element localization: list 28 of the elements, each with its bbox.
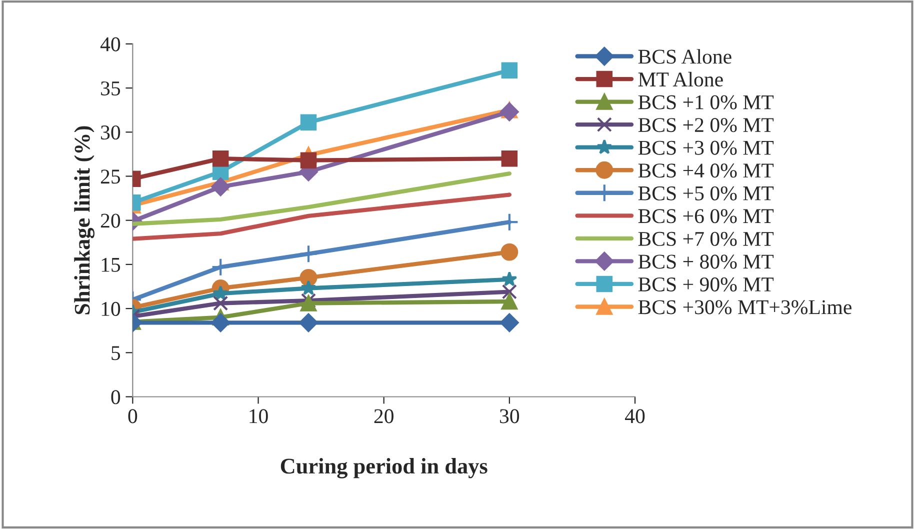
- legend-label: BCS + 80% MT: [638, 254, 774, 269]
- x-tick-label: 20: [374, 409, 394, 424]
- y-tick-label: 30: [101, 125, 120, 140]
- legend-label: BCS +3 0% MT: [638, 140, 774, 155]
- y-tick-label: 10: [102, 302, 120, 316]
- y-tick-label: 25: [100, 170, 120, 184]
- legend-label: BCS Alone: [638, 49, 732, 64]
- x-axis-title: Curing period in days: [280, 458, 488, 478]
- x-tick-label: 40: [625, 409, 645, 424]
- legend-label: BCS +2 0% MT: [638, 118, 774, 132]
- y-tick-label: 35: [101, 81, 120, 96]
- y-tick-label: 0: [111, 390, 120, 404]
- legend-label: BCS +30% MT+3%Lime: [638, 300, 852, 314]
- x-tick-label: 10: [250, 409, 268, 424]
- y-axis-title: Shrinkage limit (%): [74, 126, 94, 314]
- legend-label: BCS +5 0% MT: [638, 186, 774, 200]
- y-tick-label: 40: [100, 37, 120, 52]
- x-tick-label: 0: [128, 409, 138, 424]
- legend-label: BCS +7 0% MT: [638, 232, 774, 246]
- y-tick-label: 20: [100, 214, 120, 228]
- legend-label: BCS +4 0% MT: [638, 164, 774, 178]
- y-tick-label: 5: [112, 346, 120, 360]
- legend-label: BCS +6 0% MT: [638, 209, 774, 224]
- legend-label: MT Alone: [638, 72, 723, 87]
- legend-label: BCS + 90% MT: [638, 277, 774, 292]
- y-tick-label: 15: [102, 258, 120, 272]
- x-tick-label: 30: [500, 409, 520, 424]
- legend-label: BCS +1 0% MT: [638, 95, 774, 110]
